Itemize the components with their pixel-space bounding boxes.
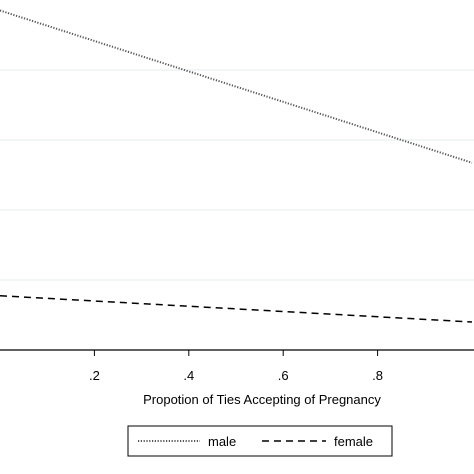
series-lines [0, 9, 473, 323]
gridlines [0, 69, 474, 281]
legend-label-male: male [208, 434, 236, 449]
series-line-female [0, 295, 473, 323]
x-tick-label: .2 [89, 368, 100, 383]
x-axis-ticks: .2 .4 .6 .8 [89, 350, 383, 383]
legend-label-female: female [334, 434, 373, 449]
x-tick-label: .8 [372, 368, 383, 383]
x-axis-title: Propotion of Ties Accepting of Pregnancy [143, 392, 381, 407]
x-tick-label: .6 [278, 368, 289, 383]
legend: male female [127, 425, 393, 457]
x-tick-label: .4 [183, 368, 194, 383]
